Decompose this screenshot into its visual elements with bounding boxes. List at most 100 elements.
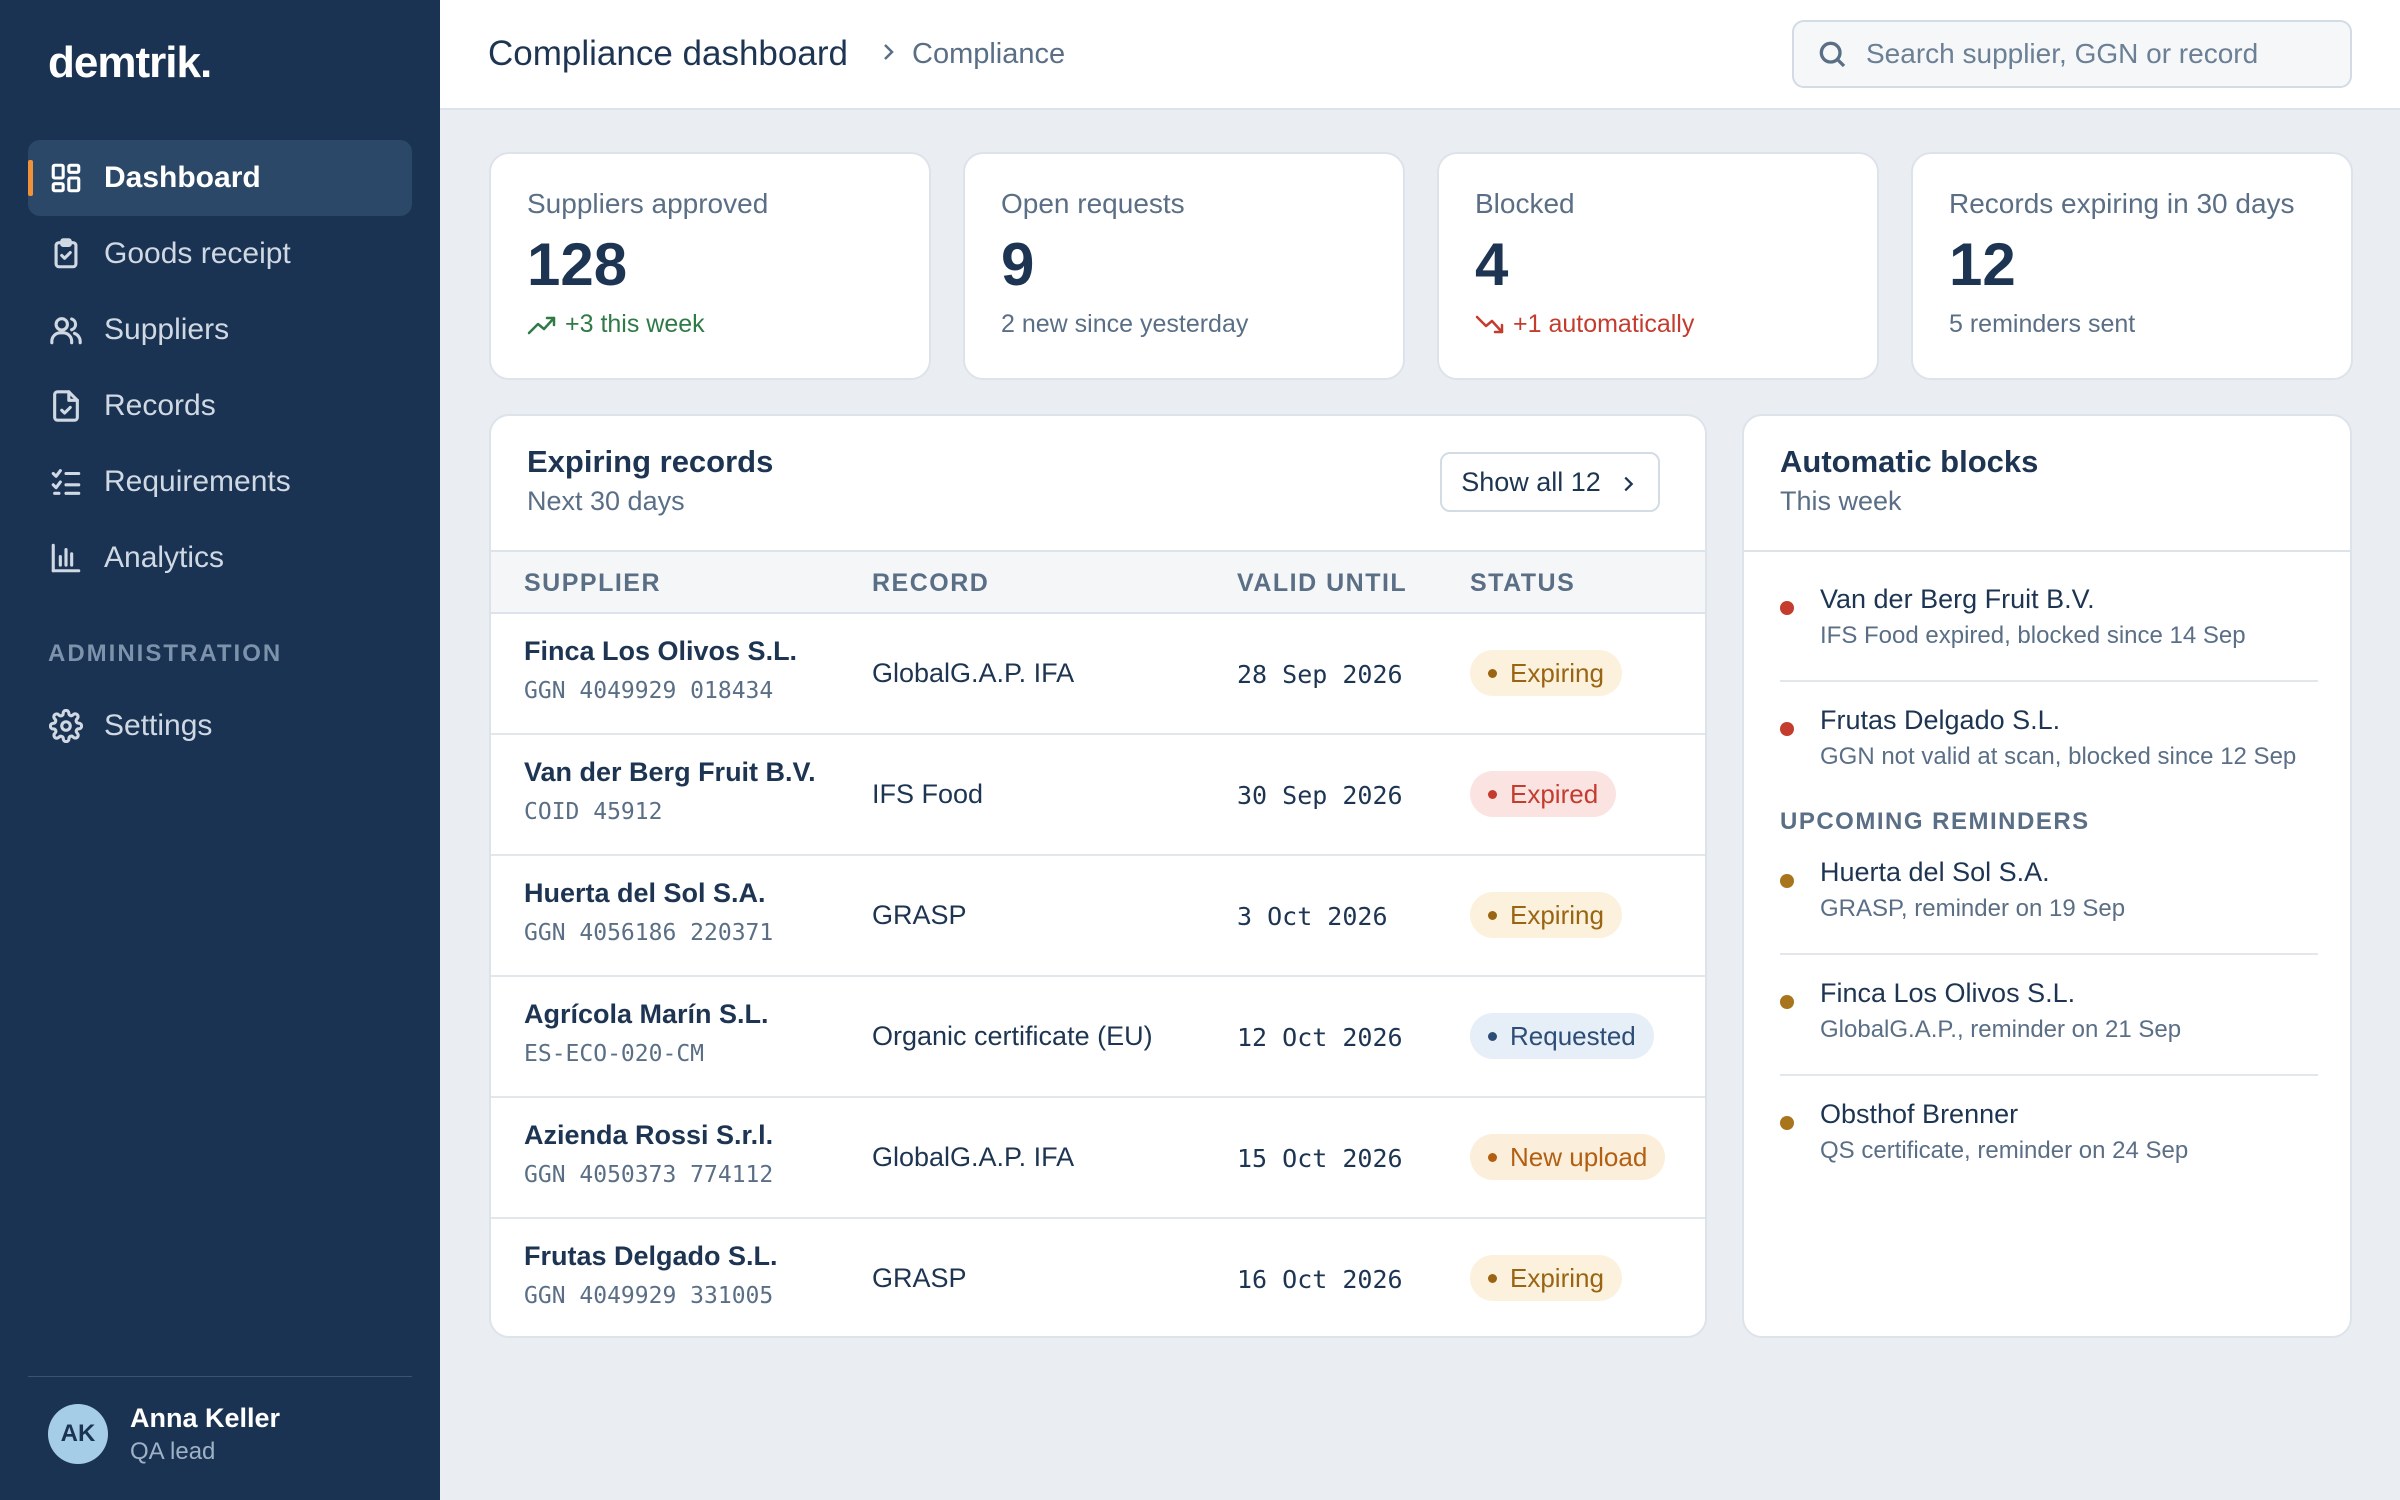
sidebar-item-label: Analytics	[104, 541, 225, 574]
trend-up-icon	[527, 314, 557, 336]
table-row[interactable]: Van der Berg Fruit B.V. COID 45912 IFS F…	[491, 735, 1705, 856]
panel-subtitle: This week	[1780, 486, 1902, 516]
sidebar-item-settings[interactable]: Settings	[28, 688, 412, 764]
stat-sub-text: +3 this week	[565, 310, 705, 338]
status-badge: Expiring	[1470, 650, 1622, 696]
valid-until: 12 Oct 2026	[1237, 1023, 1403, 1052]
search-icon	[1816, 38, 1848, 70]
status-badge: Requested	[1470, 1013, 1654, 1059]
stat-trend: +3 this week	[527, 310, 893, 339]
stat-label: Records expiring in 30 days	[1949, 188, 2295, 219]
gear-icon	[48, 708, 84, 744]
valid-until: 28 Sep 2026	[1237, 660, 1403, 689]
sidebar-item-label: Records	[104, 389, 216, 422]
automatic-blocks-panel: Automatic blocks This week Van der Berg …	[1742, 414, 2352, 1338]
stat-label: Suppliers approved	[527, 188, 769, 219]
user-role: QA lead	[130, 1437, 216, 1465]
block-supplier: Frutas Delgado S.L.	[1820, 705, 2061, 735]
stat-label: Blocked	[1475, 188, 1575, 219]
avatar: AK	[48, 1404, 108, 1465]
supplier-name[interactable]: Huerta del Sol S.A.	[524, 878, 766, 908]
supplier-id: GGN 4049929 331005	[524, 1283, 774, 1309]
status-dot	[1780, 995, 1794, 1009]
supplier-name[interactable]: Finca Los Olivos S.L.	[524, 636, 798, 666]
search-box[interactable]	[1792, 20, 2352, 88]
stat-card-records-expiring[interactable]: Records expiring in 30 days 12 5 reminde…	[1911, 152, 2353, 380]
expiring-records-panel: Expiring records Next 30 days Show all 1…	[489, 414, 1707, 1338]
panel-divider	[1744, 550, 2350, 552]
supplier-id: GGN 4050373 774112	[524, 1162, 774, 1188]
block-supplier: Van der Berg Fruit B.V.	[1820, 584, 2095, 614]
record-name: GlobalG.A.P. IFA	[872, 658, 1075, 688]
table-row[interactable]: Azienda Rossi S.r.l. GGN 4050373 774112 …	[491, 1098, 1705, 1219]
sidebar-item-label: Dashboard	[104, 161, 261, 194]
status-dot	[1780, 1116, 1794, 1130]
sidebar-item-dashboard[interactable]: Dashboard	[28, 140, 412, 216]
column-header-status[interactable]: STATUS	[1470, 569, 1576, 597]
table-row[interactable]: Huerta del Sol S.A. GGN 4056186 220371 G…	[491, 856, 1705, 977]
table-row[interactable]: Agrícola Marín S.L. ES-ECO-020-CM Organi…	[491, 977, 1705, 1098]
chevron-right-icon	[876, 40, 900, 64]
stat-card-blocked[interactable]: Blocked 4 +1 automatically	[1437, 152, 1879, 380]
supplier-id: GGN 4049929 018434	[524, 678, 774, 704]
sidebar-divider	[28, 1376, 412, 1377]
supplier-name[interactable]: Azienda Rossi S.r.l.	[524, 1120, 774, 1150]
valid-until: 15 Oct 2026	[1237, 1144, 1403, 1173]
table-header: SUPPLIER RECORD VALID UNTIL STATUS	[491, 550, 1705, 614]
record-name: GRASP	[872, 900, 967, 930]
stat-card-suppliers-approved[interactable]: Suppliers approved 128 +3 this week	[489, 152, 931, 380]
supplier-id: COID 45912	[524, 799, 663, 825]
show-all-label: Show all 12	[1461, 466, 1601, 497]
record-name: IFS Food	[872, 779, 984, 809]
table-row[interactable]: Finca Los Olivos S.L. GGN 4049929 018434…	[491, 614, 1705, 735]
file-check-icon	[48, 388, 84, 424]
bar-chart-icon	[48, 540, 84, 576]
stat-trend: +1 automatically	[1475, 310, 1841, 339]
stat-value: 12	[1949, 231, 2016, 298]
dashboard-icon	[48, 160, 84, 196]
record-name: GlobalG.A.P. IFA	[872, 1142, 1075, 1172]
supplier-id: GGN 4056186 220371	[524, 920, 774, 946]
status-badge: Expiring	[1470, 892, 1622, 938]
sidebar-item-goods-receipt[interactable]: Goods receipt	[28, 216, 412, 292]
column-header-record[interactable]: RECORD	[872, 569, 990, 597]
stat-label: Open requests	[1001, 188, 1185, 219]
supplier-name[interactable]: Van der Berg Fruit B.V.	[524, 757, 816, 787]
show-all-button[interactable]: Show all 12	[1440, 452, 1660, 512]
reminder-supplier: Huerta del Sol S.A.	[1820, 857, 2050, 887]
status-badge: Expiring	[1470, 1255, 1622, 1301]
supplier-name[interactable]: Frutas Delgado S.L.	[524, 1241, 778, 1271]
block-description: IFS Food expired, blocked since 14 Sep	[1820, 622, 2246, 649]
breadcrumb[interactable]: Compliance	[912, 38, 1066, 70]
stat-sub-text: +1 automatically	[1513, 310, 1695, 338]
column-header-valid-until[interactable]: VALID UNTIL	[1237, 569, 1408, 597]
panel-title: Expiring records	[527, 444, 774, 479]
stat-value: 9	[1001, 231, 1035, 298]
user-profile[interactable]: AK Anna Keller QA lead	[48, 1402, 280, 1467]
sidebar-item-label: Suppliers	[104, 313, 230, 346]
column-header-supplier[interactable]: SUPPLIER	[524, 569, 662, 597]
reminder-description: GRASP, reminder on 19 Sep	[1820, 895, 2126, 922]
user-name: Anna Keller	[130, 1403, 281, 1433]
status-badge: New upload	[1470, 1134, 1666, 1180]
sidebar-item-requirements[interactable]: Requirements	[28, 444, 412, 520]
logo[interactable]: demtrik.	[48, 38, 212, 87]
supplier-name[interactable]: Agrícola Marín S.L.	[524, 999, 769, 1029]
sidebar-section-administration: ADMINISTRATION	[48, 640, 283, 667]
sidebar-item-label: Goods receipt	[104, 237, 291, 270]
divider	[1780, 1074, 2318, 1076]
stat-card-open-requests[interactable]: Open requests 9 2 new since yesterday	[963, 152, 1405, 380]
table-row[interactable]: Frutas Delgado S.L. GGN 4049929 331005 G…	[491, 1219, 1705, 1336]
stat-sub-text: 2 new since yesterday	[1001, 310, 1249, 338]
record-name: Organic certificate (EU)	[872, 1021, 1153, 1051]
chevron-right-icon	[1617, 471, 1639, 493]
sidebar-item-label: Requirements	[104, 465, 291, 498]
block-description: GGN not valid at scan, blocked since 12 …	[1820, 743, 2297, 770]
status-dot	[1780, 722, 1794, 736]
search-input[interactable]	[1866, 38, 2326, 70]
stat-sub-text: 5 reminders sent	[1949, 310, 2136, 338]
sidebar-item-analytics[interactable]: Analytics	[28, 520, 412, 596]
sidebar-item-suppliers[interactable]: Suppliers	[28, 292, 412, 368]
trend-down-icon	[1475, 314, 1505, 336]
sidebar-item-records[interactable]: Records	[28, 368, 412, 444]
